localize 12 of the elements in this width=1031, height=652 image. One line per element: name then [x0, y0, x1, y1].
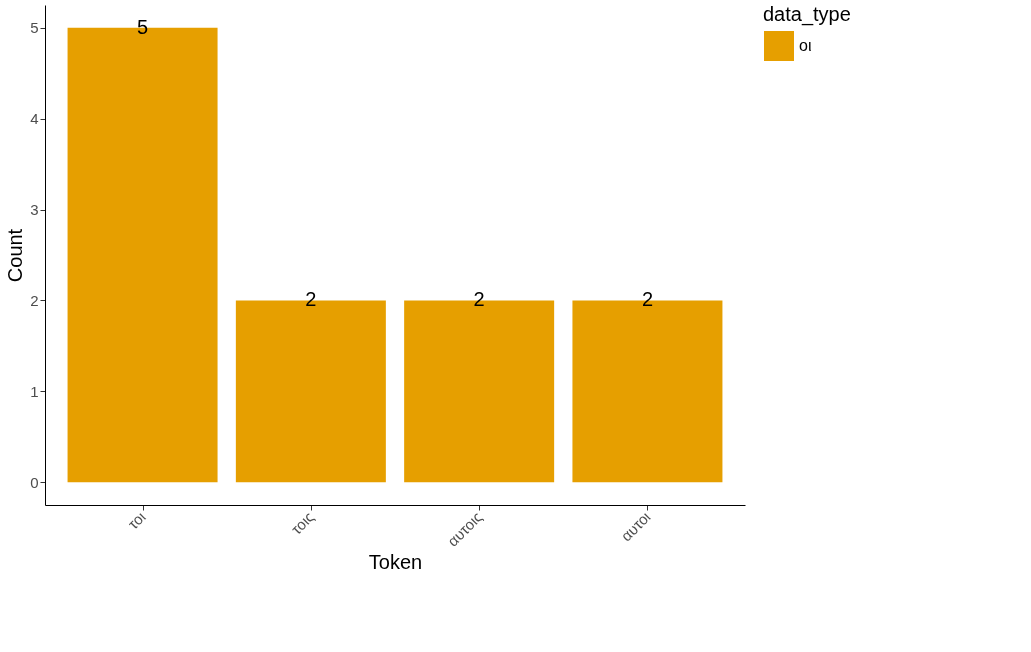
- y-tick-label: 2: [30, 291, 39, 309]
- x-tick-label: τοις: [287, 508, 318, 538]
- y-tick-label: 4: [30, 110, 39, 128]
- y-axis-title: Count: [4, 228, 27, 283]
- legend-title: data_type: [763, 3, 851, 26]
- legend-label: οι: [799, 37, 812, 54]
- y-tick-label: 3: [30, 201, 39, 219]
- y-tick-label: 0: [30, 473, 39, 491]
- x-tick-label: τοι: [124, 508, 149, 533]
- y-tick-label: 5: [30, 19, 39, 37]
- y-tick-label: 1: [30, 382, 39, 400]
- x-axis-title: Token: [368, 551, 423, 574]
